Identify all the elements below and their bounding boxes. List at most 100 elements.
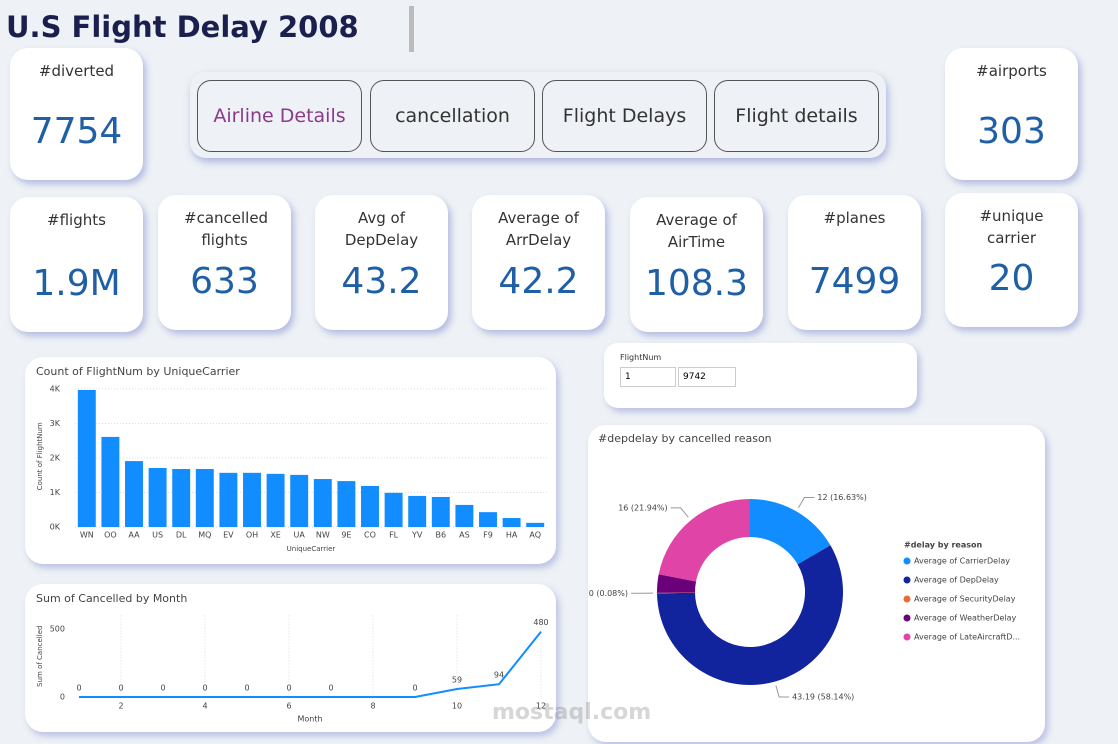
leader-line bbox=[775, 685, 790, 698]
chart-panel: Count of FlightNum by UniqueCarrier Count… bbox=[25, 357, 556, 564]
divider bbox=[409, 6, 414, 52]
kpi-value: 108.3 bbox=[644, 263, 749, 304]
data-label: 94 bbox=[494, 671, 504, 680]
kpi-card: Avg of DepDelay 43.2 bbox=[315, 195, 448, 330]
data-label: 0 bbox=[160, 684, 165, 693]
kpi-value: 303 bbox=[977, 111, 1046, 152]
kpi-label: Average of AirTime bbox=[656, 211, 737, 251]
data-label: 0 bbox=[118, 684, 123, 693]
data-label: 480 bbox=[533, 618, 548, 627]
bar bbox=[195, 469, 214, 527]
data-label: 0 bbox=[202, 684, 207, 693]
y-axis-label: Sum of Cancelled bbox=[36, 626, 44, 687]
bar bbox=[101, 436, 120, 527]
donut-slice bbox=[657, 545, 843, 685]
y-tick-label: 0K bbox=[50, 523, 61, 532]
data-label: 12 (16.63%) bbox=[817, 493, 866, 502]
x-tick-label: 12 bbox=[536, 702, 546, 711]
x-tick-label: 4 bbox=[202, 702, 207, 711]
nav-button[interactable]: Flight details bbox=[714, 80, 879, 152]
x-tick-label: FL bbox=[389, 531, 399, 540]
x-tick-label: 9E bbox=[341, 531, 351, 540]
slicer-to[interactable]: 9742 bbox=[678, 367, 736, 387]
slicer-from[interactable]: 1 bbox=[620, 367, 676, 387]
x-tick-label: CO bbox=[364, 531, 376, 540]
kpi-card: #diverted 7754 bbox=[10, 48, 143, 180]
x-tick-label: XE bbox=[270, 531, 281, 540]
y-tick-label: 1K bbox=[50, 488, 61, 497]
bar bbox=[148, 467, 167, 527]
bar bbox=[266, 473, 285, 527]
bar bbox=[219, 472, 238, 527]
legend-marker bbox=[903, 557, 911, 565]
legend-title: #delay by reason bbox=[904, 541, 983, 550]
x-tick-label: US bbox=[152, 531, 163, 540]
kpi-value: 42.2 bbox=[498, 261, 579, 302]
data-label: 43.19 (58.14%) bbox=[792, 693, 854, 702]
x-tick-label: AA bbox=[128, 531, 140, 540]
legend-marker bbox=[903, 633, 911, 641]
data-label: 0 bbox=[286, 684, 291, 693]
donut-slice bbox=[658, 499, 750, 582]
y-tick-label: 2K bbox=[50, 453, 61, 462]
legend-label: Average of LateAircraftD... bbox=[914, 633, 1020, 642]
chart: #depdelay by cancelled reason 12 (16.63%)… bbox=[589, 432, 1020, 702]
x-tick-label: WN bbox=[80, 531, 94, 540]
kpi-card: #unique carrier 20 bbox=[945, 193, 1078, 327]
y-tick-label: 500 bbox=[50, 625, 65, 634]
legend-marker bbox=[903, 595, 911, 603]
x-tick-label: 10 bbox=[452, 702, 462, 711]
legend-marker bbox=[903, 576, 911, 584]
y-tick-label: 4K bbox=[50, 384, 61, 393]
x-tick-label: 8 bbox=[370, 702, 375, 711]
kpi-label: Average of ArrDelay bbox=[498, 209, 579, 249]
donut-slice bbox=[657, 574, 697, 593]
data-label: 0 bbox=[76, 684, 81, 693]
kpi-card: #airports 303 bbox=[945, 48, 1078, 180]
x-tick-label: OO bbox=[104, 531, 117, 540]
watermark: mostaql.com bbox=[492, 700, 652, 725]
kpi-value: 43.2 bbox=[341, 261, 422, 302]
bar bbox=[384, 492, 403, 527]
bar bbox=[243, 472, 261, 527]
bar bbox=[313, 479, 332, 527]
bar bbox=[361, 485, 379, 527]
chart: Sum of Cancelled by Month Sum of Cancelle… bbox=[36, 592, 549, 724]
slicer-label: FlightNum bbox=[620, 353, 662, 362]
legend-label: Average of WeatherDelay bbox=[914, 614, 1017, 623]
x-tick-label: AS bbox=[459, 531, 470, 540]
bar bbox=[125, 461, 143, 527]
kpi-value: 7499 bbox=[808, 261, 901, 302]
bar bbox=[77, 389, 96, 527]
y-tick-label: 3K bbox=[50, 419, 61, 428]
slicer-panel: FlightNum 1 9742 bbox=[604, 343, 917, 408]
x-tick-label: NW bbox=[316, 531, 330, 540]
nav-button[interactable]: cancellation bbox=[370, 80, 535, 152]
x-tick-label: B6 bbox=[436, 531, 447, 540]
chart-title: #depdelay by cancelled reason bbox=[598, 432, 772, 445]
nav-button[interactable]: Airline Details bbox=[197, 80, 362, 152]
bar bbox=[337, 481, 356, 527]
bar bbox=[290, 474, 309, 527]
x-tick-label: OH bbox=[246, 531, 258, 540]
donut-slice bbox=[657, 592, 696, 594]
data-label: 16 (21.94%) bbox=[618, 503, 667, 512]
chart-title: Sum of Cancelled by Month bbox=[36, 592, 187, 605]
kpi-label: Avg of DepDelay bbox=[344, 209, 419, 249]
kpi-value: 633 bbox=[190, 261, 259, 302]
x-tick-label: UA bbox=[294, 531, 306, 540]
nav-button[interactable]: Flight Delays bbox=[542, 80, 707, 152]
chart-panel: Sum of Cancelled by Month Sum of Cancelle… bbox=[25, 584, 556, 732]
legend-label: Average of CarrierDelay bbox=[914, 557, 1010, 566]
bar bbox=[502, 518, 521, 527]
kpi-card: Average of ArrDelay 42.2 bbox=[472, 195, 605, 330]
leader-line bbox=[670, 507, 689, 518]
data-label: 0 bbox=[244, 684, 249, 693]
chart-panel: #depdelay by cancelled reason 12 (16.63%)… bbox=[588, 425, 1045, 742]
x-tick-label: 6 bbox=[286, 702, 291, 711]
donut-slice bbox=[750, 499, 831, 565]
chart-title: Count of FlightNum by UniqueCarrier bbox=[36, 365, 240, 378]
kpi-label: #diverted bbox=[38, 62, 115, 80]
bar bbox=[526, 522, 545, 527]
x-tick-label: HA bbox=[506, 531, 518, 540]
